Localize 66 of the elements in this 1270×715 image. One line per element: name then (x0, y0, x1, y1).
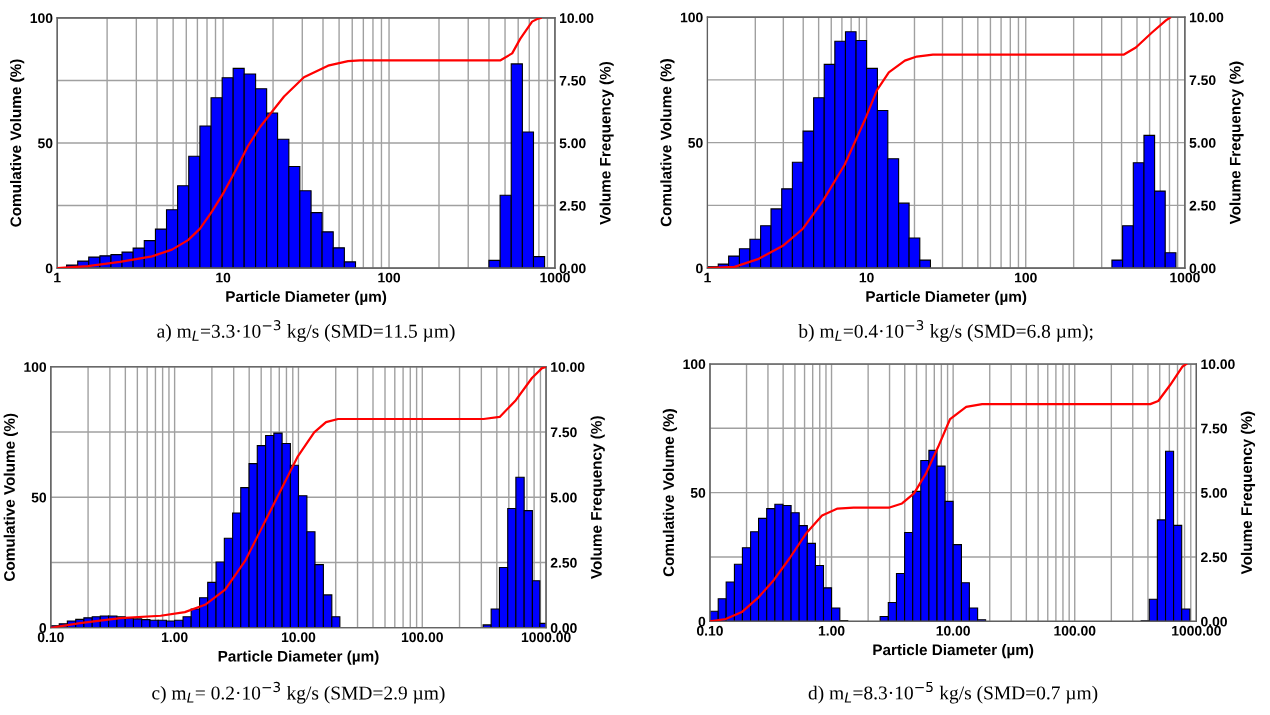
x-axis-title: Particle Diameter (µm) (873, 644, 1034, 659)
x-axis-title: Particle Diameter (µm) (226, 290, 387, 306)
y2-tick-label: 10.00 (551, 362, 585, 372)
x-tick-label: 1 (54, 272, 61, 283)
y-axis-title: Comulative Volume (%) (3, 413, 18, 581)
y2-tick-label: 5.00 (1189, 137, 1216, 148)
x-tick-label: 1000.00 (1172, 625, 1221, 636)
x-tick-label: 10.00 (281, 632, 316, 643)
y2-tick-label: 2.50 (1189, 200, 1216, 211)
y2-tick-label: 0.00 (550, 623, 577, 633)
y-tick-label: 50 (37, 138, 53, 149)
x-axis-title: Particle Diameter (µm) (218, 650, 379, 665)
x-tick-label: 100 (378, 272, 401, 283)
y2-tick-label: 10.00 (560, 13, 594, 24)
x-tick-label: 10.00 (936, 625, 970, 636)
y2-tick-label: 7.50 (550, 427, 577, 438)
x-tick-label: 10 (216, 272, 231, 283)
y-tick-label: 100 (24, 362, 47, 372)
x-tick-label: 100.00 (401, 632, 443, 643)
y2-tick-label: 10.00 (1189, 12, 1224, 23)
y-tick-label: 0 (696, 263, 703, 274)
y2-tick-label: 5.00 (559, 138, 586, 149)
x-tick-label: 1 (704, 272, 711, 283)
y-tick-label: 50 (31, 492, 47, 503)
y-axis-title: Comulative Volume (%) (660, 59, 675, 227)
y2-axis-title: Volume Frequency (%) (590, 416, 605, 579)
y2-tick-label: 7.50 (1189, 75, 1216, 86)
text: d) m$_{L}$=8.3·10$^{−5}$ kg/s (SMD=0.7 µm) (808, 681, 1098, 704)
y-tick-label: 0 (39, 623, 47, 633)
y-tick-label: 100 (30, 13, 53, 24)
text: c) m$_{L}$= 0.2·10$^{−3}$ kg/s (SMD=2.9 µm) (152, 681, 445, 704)
y2-axis-title: Volume Frequency (%) (1240, 411, 1256, 575)
y2-axis-title: Volume Frequency (%) (599, 61, 614, 225)
text: b) m$_{L}$=0.4·10$^{−3}$ kg/s (SMD=6.8 µm); (798, 320, 1093, 342)
x-tick-label: 100.00 (1054, 625, 1096, 636)
y-tick-label: 50 (688, 137, 703, 148)
y2-tick-label: 7.50 (559, 75, 586, 86)
x-tick-label: 100 (1015, 272, 1037, 283)
y-tick-label: 0 (45, 263, 53, 274)
y-tick-label: 50 (690, 487, 706, 498)
y2-tick-label: 10.00 (1201, 359, 1235, 370)
y2-tick-label: 2.50 (1200, 552, 1227, 563)
y-axis-title: Comulative Volume (%) (662, 409, 678, 577)
x-axis-title: Particle Diameter (µm) (866, 290, 1027, 306)
x-tick-label: 0.10 (696, 625, 723, 636)
x-tick-label: 1000 (1170, 272, 1200, 283)
y-tick-label: 100 (680, 12, 703, 23)
text: a) m$_{L}$=3.3·10$^{−3}$ kg/s (SMD=11.5 µm) (157, 320, 455, 342)
y2-tick-label: 0.00 (1201, 616, 1227, 627)
x-tick-label: 0.10 (37, 632, 64, 643)
y2-tick-label: 0.00 (1189, 263, 1216, 274)
x-tick-label: 1000.00 (521, 632, 571, 643)
y-tick-label: 100 (683, 359, 706, 370)
x-tick-label: 1.00 (161, 632, 188, 643)
x-tick-label: 10 (859, 272, 874, 283)
x-tick-label: 1000 (540, 272, 570, 283)
y-axis-title: Comulative Volume (%) (10, 59, 25, 227)
y2-axis-title: Volume Frequency (%) (1229, 61, 1244, 225)
x-tick-label: 1.00 (818, 625, 845, 636)
y2-tick-label: 2.50 (550, 557, 577, 568)
y-tick-label: 0 (698, 616, 706, 627)
y2-tick-label: 5.00 (1200, 487, 1227, 498)
y2-tick-label: 5.00 (550, 492, 577, 503)
y2-tick-label: 0.00 (559, 263, 586, 274)
y2-tick-label: 7.50 (1201, 423, 1227, 434)
y2-tick-label: 2.50 (559, 200, 586, 211)
